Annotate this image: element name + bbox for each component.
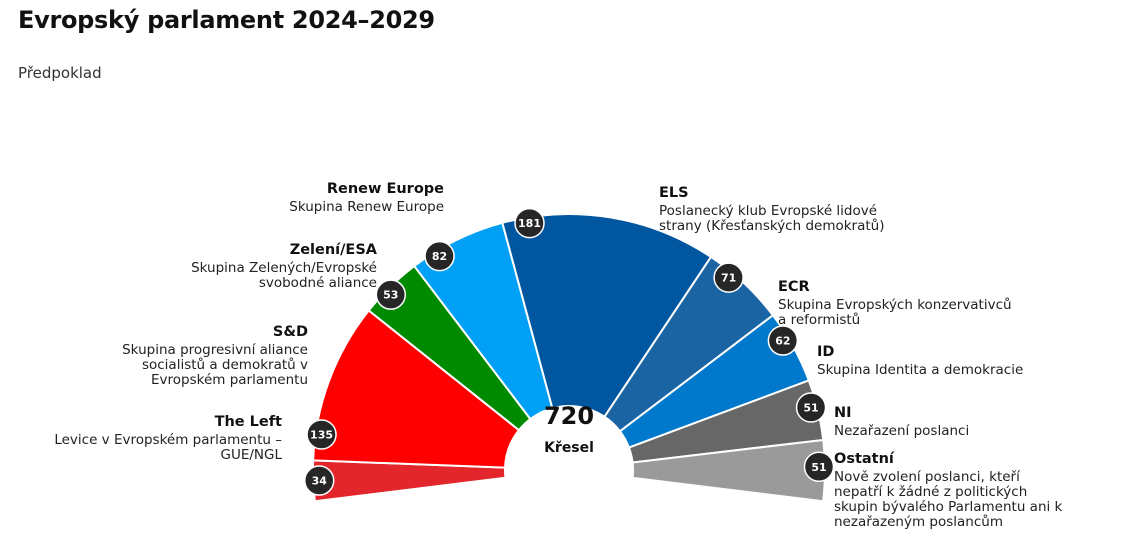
seat-badge-value: 51: [803, 401, 818, 414]
group-description-line: Levice v Evropském parlamentu –: [54, 432, 282, 448]
label-id: ID Skupina Identita a demokracie: [817, 344, 1023, 378]
label-ni: NI Nezařazení poslanci: [834, 405, 969, 439]
seat-badge-value: 34: [312, 475, 328, 488]
seat-badge-value: 51: [811, 461, 826, 474]
group-description-line: Nově zvolení poslanci, kteří: [834, 469, 1021, 485]
group-name: ECR: [778, 279, 810, 295]
group-name: ID: [817, 344, 834, 360]
page-title: Evropský parlament 2024–2029: [18, 6, 435, 34]
group-description-line: strany (Křesťanských demokratů): [659, 218, 885, 234]
seat-badge-circle: [514, 207, 545, 239]
label-the-left: The Left Levice v Evropském parlamentu –G…: [54, 414, 282, 463]
group-description-line: nezařazeným poslancům: [834, 514, 1003, 530]
seat-badge-s-d: 135: [306, 419, 337, 450]
seat-badge-circle: [375, 279, 407, 310]
group-name: Ostatní: [834, 451, 895, 467]
group-name: The Left: [215, 414, 282, 430]
group-description-line: Skupina Zelených/Evropské: [191, 260, 377, 276]
group-description-line: skupin bývalého Parlamentu ani k: [834, 499, 1063, 515]
seat-badge-value: 62: [775, 335, 790, 348]
group-description-line: Skupina Renew Europe: [289, 199, 444, 215]
seat-badge-value: 135: [310, 429, 333, 442]
group-name: NI: [834, 405, 852, 421]
seat-badge-circle: [795, 392, 827, 423]
group-description-line: svobodné aliance: [259, 275, 377, 291]
group-description-line: socialistů a demokratů v: [142, 357, 308, 373]
group-description-line: Skupina Identita a demokracie: [817, 362, 1023, 378]
group-description-line: Poslanecký klub Evropské lidové: [659, 203, 877, 219]
segment-s-d: [312, 309, 521, 469]
group-name: ELS: [659, 185, 689, 201]
group-name: Zelení/ESA: [290, 242, 378, 258]
group-description-line: GUE/NGL: [220, 447, 282, 463]
seat-badge-id: 62: [767, 325, 799, 356]
group-description-line: Skupina Evropských konzervativců: [778, 297, 1012, 313]
seat-badge-value: 71: [721, 272, 736, 285]
group-description-line: Evropském parlamentu: [151, 372, 308, 388]
seat-badge-circle: [303, 465, 335, 496]
seat-badge-circle: [713, 262, 744, 293]
label-ostatni: Ostatní Nově zvolení poslanci, kteřínepat…: [834, 451, 1063, 530]
seat-badge-circle: [306, 419, 337, 450]
seat-badge-ecr: 71: [713, 262, 744, 293]
group-description-line: a reformistů: [778, 312, 860, 328]
seat-badge-ni: 51: [795, 392, 827, 423]
labels-layer: The Left Levice v Evropském parlamentu –G…: [54, 181, 1062, 530]
seat-badge-circle: [767, 325, 799, 356]
seat-badge-value: 181: [518, 217, 541, 230]
seat-badge-circle: [803, 451, 835, 483]
seat-badge-renew-europe: 82: [424, 240, 455, 272]
label-els: ELS Poslanecký klub Evropské lidovéstrany…: [659, 185, 885, 234]
label-s-d: S&D Skupina progresivní aliancesocialistů…: [122, 324, 308, 388]
segment-els: [501, 213, 713, 419]
group-name: S&D: [273, 324, 308, 340]
seat-badge-value: 82: [432, 250, 447, 263]
seat-badge-the-left: 34: [303, 465, 335, 496]
seat-badge-els: 181: [514, 207, 545, 239]
seat-badge-circle: [424, 240, 455, 272]
seat-badge-zeleni-esa: 53: [375, 279, 407, 310]
group-name: Renew Europe: [327, 181, 444, 197]
seat-badge-value: 53: [383, 289, 398, 302]
total-seats-label: Křesel: [544, 440, 594, 456]
segments-layer: [312, 213, 826, 503]
label-renew-europe: Renew Europe Skupina Renew Europe: [289, 181, 444, 215]
badges-layer: 34 135 53 82 181 71 62 51 51: [303, 207, 835, 496]
label-zeleni-esa: Zelení/ESA Skupina Zelených/Evropskésvobo…: [191, 242, 378, 291]
group-description-line: Skupina progresivní aliance: [122, 342, 308, 358]
seat-badge-ostatni: 51: [803, 451, 835, 483]
page-subtitle: Předpoklad: [18, 64, 102, 82]
total-seats-value: 720: [544, 402, 594, 430]
group-description-line: Nezařazení poslanci: [834, 423, 969, 439]
group-description-line: nepatří k žádné z politických: [834, 484, 1027, 500]
